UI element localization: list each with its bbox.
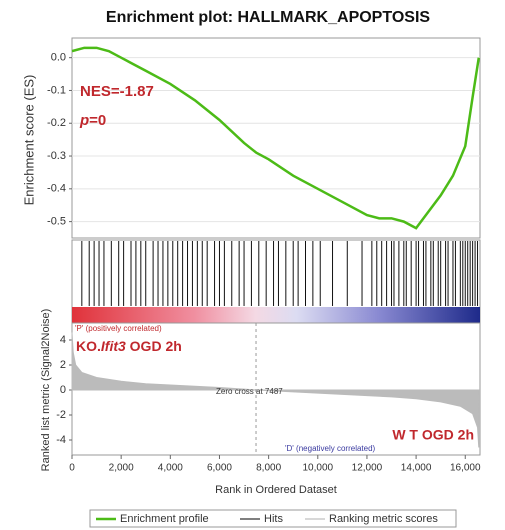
legend-label: Enrichment profile bbox=[120, 513, 209, 525]
x-tick-label: 12,000 bbox=[352, 463, 383, 474]
x-tick-label: 4,000 bbox=[158, 463, 183, 474]
negative-label: 'D' (negatively correlated) bbox=[285, 444, 376, 453]
es-line bbox=[71, 46, 481, 230]
metric-area bbox=[71, 332, 480, 448]
legend-label: Hits bbox=[264, 513, 283, 525]
y-tick-label: -0.1 bbox=[47, 84, 66, 96]
y-tick-label: -0.3 bbox=[47, 150, 66, 162]
x-tick-label: 8,000 bbox=[256, 463, 281, 474]
positive-group: KO.Ifit3 OGD 2h bbox=[76, 338, 182, 354]
legend bbox=[89, 509, 457, 528]
y-axis-label: Ranked list metric (Signal2Noise) bbox=[40, 309, 52, 472]
x-tick-label: 16,000 bbox=[450, 463, 481, 474]
x-tick-label: 10,000 bbox=[302, 463, 333, 474]
nes-label: NES=-1.87 bbox=[80, 83, 154, 100]
y-tick-label: -0.5 bbox=[47, 216, 66, 228]
x-axis-label: Rank in Ordered Dataset bbox=[215, 484, 337, 496]
color-bar bbox=[72, 307, 480, 323]
y-tick-label: 2 bbox=[60, 359, 66, 371]
x-tick-label: 2,000 bbox=[109, 463, 134, 474]
group-suffix: OGD 2h bbox=[126, 338, 182, 354]
negative-group: W T OGD 2h bbox=[392, 427, 474, 443]
group-prefix: KO. bbox=[76, 338, 101, 354]
y-tick-label: 0 bbox=[60, 384, 66, 396]
chart-title: Enrichment plot: HALLMARK_APOPTOSIS bbox=[106, 9, 430, 26]
y-tick-label: 0.0 bbox=[51, 52, 66, 64]
y-axis-label: Enrichment score (ES) bbox=[21, 75, 36, 206]
y-tick-label: -4 bbox=[56, 434, 66, 446]
legend-label: Ranking metric scores bbox=[329, 513, 438, 525]
y-tick-label: -0.2 bbox=[47, 117, 66, 129]
p-value: =0 bbox=[89, 112, 106, 129]
legend-items: Enrichment profile Hits Ranking metric sco… bbox=[96, 513, 438, 525]
plot: 0.0 -0.1 -0.2 -0.3 -0.4 -0.5 4 2 0 -2 -4 0 2,000 4,00… bbox=[47, 46, 481, 474]
x-tick-label: 0 bbox=[69, 463, 75, 474]
y-tick-label: -2 bbox=[56, 409, 66, 421]
x-tick-label: 6,000 bbox=[207, 463, 232, 474]
group-gene: Ifit3 bbox=[101, 338, 126, 354]
p-symbol: p bbox=[79, 112, 89, 129]
zero-cross-label: Zero cross at 7487 bbox=[216, 387, 283, 396]
y-tick-label: -0.4 bbox=[47, 183, 66, 195]
y-tick-label: 4 bbox=[60, 334, 66, 346]
p-label: p=0 bbox=[79, 112, 106, 129]
es-panel bbox=[71, 37, 481, 239]
positive-label: 'P' (positively correlated) bbox=[75, 324, 162, 333]
x-tick-label: 14,000 bbox=[401, 463, 432, 474]
